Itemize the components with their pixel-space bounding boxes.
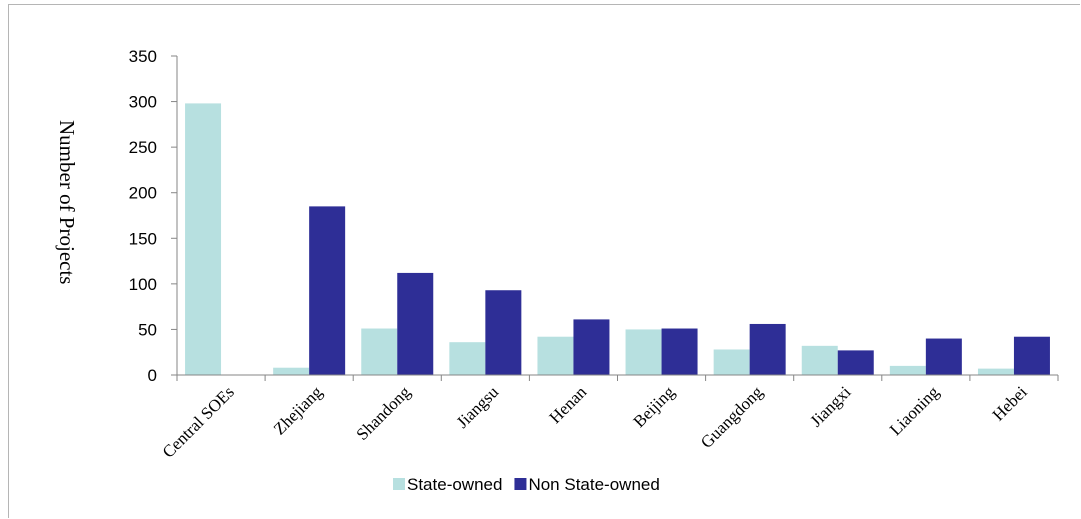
legend-label: State-owned [407, 475, 502, 494]
y-axis-label: Number of Projects [55, 120, 79, 284]
x-tick-label: Liaoning [886, 382, 943, 439]
bar-non-state-owned-shandong [397, 272, 434, 375]
y-axis: 0 50 100 150 200 250 300 350 [129, 47, 178, 385]
x-axis: Central SOEs Zhejiang Shandong Jiangsu Henan… [159, 374, 1059, 462]
y-tick-label: 150 [129, 229, 157, 248]
bar-non-state-owned-henan [573, 319, 610, 375]
bar-non-state-owned-liaoning [925, 338, 962, 375]
legend-swatch [393, 478, 405, 490]
y-tick-label: 300 [129, 93, 157, 112]
chart-frame [8, 4, 1080, 518]
x-tick-label: Central SOEs [159, 382, 238, 461]
x-tick-label: Shandong [353, 382, 415, 444]
x-tick-label: Zhejiang [270, 382, 327, 439]
y-tick-label: 200 [129, 184, 157, 203]
bar-non-state-owned-zhejiang [309, 206, 346, 375]
legend-label: Non State-owned [528, 475, 659, 494]
x-tick-label: Jiangsu [453, 382, 503, 432]
bar-state-owned-central-soes [185, 103, 222, 375]
bar-non-state-owned-hebei [1013, 336, 1050, 375]
legend: State-owned Non State-owned [393, 475, 660, 494]
bar-state-owned-beijing [625, 329, 662, 375]
bar-state-owned-henan [537, 336, 574, 375]
bar-state-owned-jiangsu [449, 342, 486, 375]
bar-state-owned-shandong [361, 328, 398, 375]
bar-non-state-owned-jiangxi [837, 350, 874, 375]
bar-state-owned-jiangxi [801, 345, 838, 375]
x-tick-label: Hebei [989, 382, 1031, 424]
legend-swatch [514, 478, 527, 490]
y-tick-label: 50 [138, 320, 157, 339]
bar-non-state-owned-jiangsu [485, 290, 522, 375]
bar-state-owned-zhejiang [273, 367, 310, 375]
y-tick-label: 250 [129, 138, 157, 157]
bars [185, 103, 1050, 375]
bar-state-owned-hebei [977, 368, 1014, 375]
y-tick-label: 100 [129, 275, 157, 294]
bar-state-owned-liaoning [889, 365, 926, 375]
x-tick-label: Guangdong [697, 382, 767, 452]
x-tick-label: Beijing [630, 382, 679, 431]
bar-non-state-owned-guangdong [749, 323, 786, 375]
bar-non-state-owned-beijing [661, 328, 698, 375]
x-tick-label: Henan [545, 382, 590, 427]
y-tick-label: 0 [148, 366, 157, 385]
bar-state-owned-guangdong [713, 349, 750, 375]
y-tick-label: 350 [129, 47, 157, 66]
x-tick-label: Jiangxi [806, 382, 854, 430]
